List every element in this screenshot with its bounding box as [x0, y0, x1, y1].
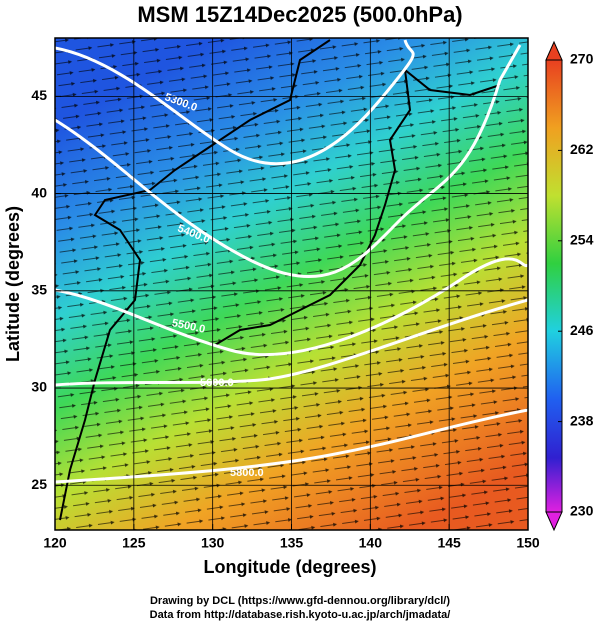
- footer-line: Data from http://database.rish.kyoto-u.a…: [150, 609, 451, 621]
- plot-area: 5300.0 5400.0 5500.0 5600.0 5800.0: [55, 38, 528, 530]
- colorbar-tick-label: 230: [570, 503, 594, 519]
- x-tick-label: 125: [122, 535, 146, 551]
- chart-title: MSM 15Z14Dec2025 (500.0hPa): [137, 2, 462, 27]
- coastline: [214, 67, 501, 346]
- colorbar-tick-label: 246: [570, 322, 594, 338]
- x-axis-label: Longitude (degrees): [203, 557, 376, 577]
- y-axis-label: Latitude (degrees): [3, 206, 23, 362]
- x-tick-label: 120: [43, 535, 67, 551]
- x-tick-label: 140: [359, 535, 383, 551]
- colorbar-tick-label: 238: [570, 412, 594, 428]
- y-tick-label: 45: [31, 87, 47, 103]
- contour-line: [55, 44, 522, 278]
- footer-line: Drawing by DCL (https://www.gfd-dennou.o…: [150, 595, 450, 607]
- contour-line: [55, 408, 528, 484]
- contour-label: 5600.0: [200, 377, 234, 389]
- colorbar-tick-label: 254: [570, 232, 594, 248]
- x-tick-label: 150: [516, 535, 540, 551]
- contours: [55, 39, 528, 484]
- colorbar-tick-label: 262: [570, 141, 594, 157]
- colorbar: [545, 59, 563, 513]
- y-tick-label: 35: [31, 282, 47, 298]
- colorbar-extend-top: [545, 40, 563, 61]
- x-tick-label: 130: [201, 535, 225, 551]
- y-tick-label: 25: [31, 476, 47, 492]
- grid: [55, 38, 528, 530]
- x-tick-label: 145: [437, 535, 461, 551]
- x-tick-label: 135: [280, 535, 304, 551]
- y-tick-label: 40: [31, 184, 47, 200]
- coastline: [59, 39, 331, 521]
- colorbar-extend-bottom: [545, 511, 563, 532]
- y-tick-label: 30: [31, 379, 47, 395]
- contour-label: 5800.0: [230, 467, 264, 479]
- colorbar-tick-label: 270: [570, 51, 594, 67]
- contour-line: [55, 39, 415, 166]
- contour-line: [55, 257, 528, 356]
- contour-line: [55, 298, 528, 387]
